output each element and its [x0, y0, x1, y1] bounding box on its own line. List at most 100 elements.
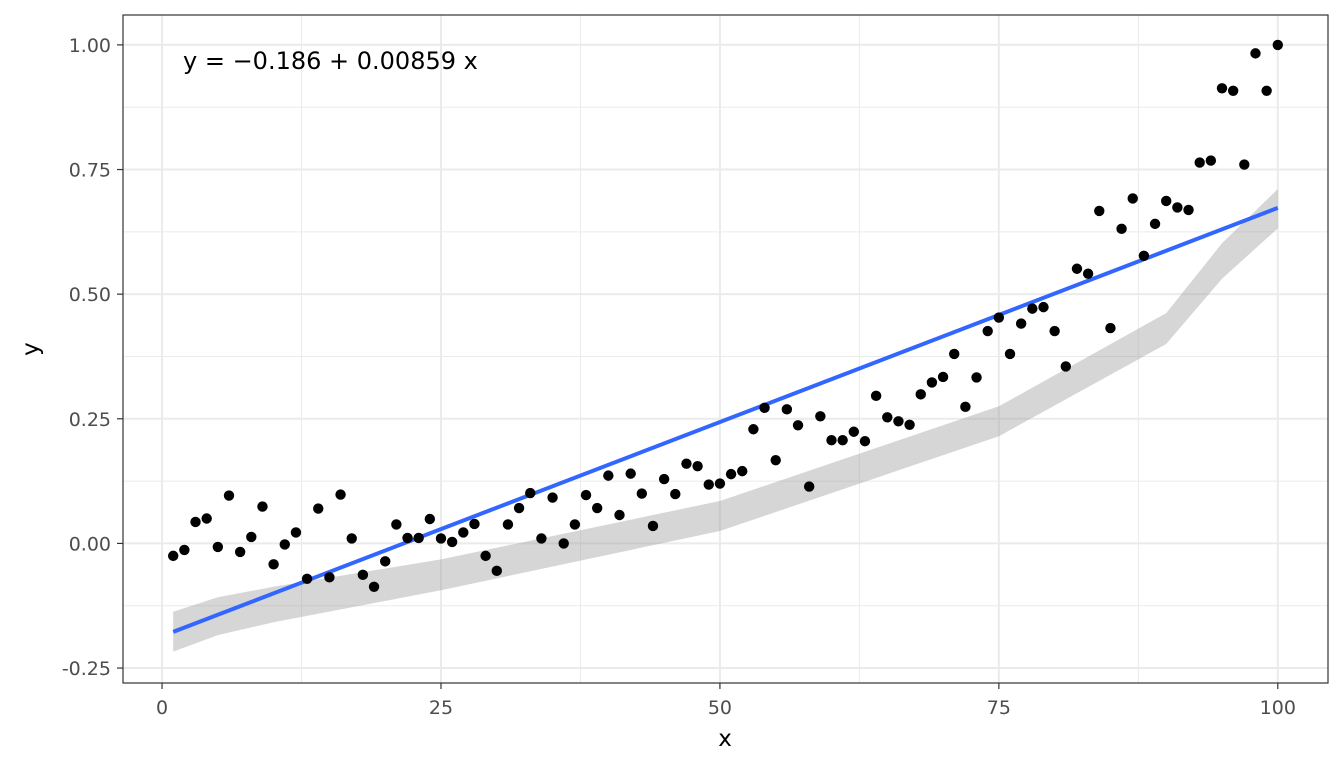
data-point: [368, 581, 380, 592]
y-tick-label: 0.50: [69, 284, 111, 306]
data-point: [402, 532, 413, 544]
x-tick-label: 25: [429, 697, 453, 719]
data-point: [1004, 348, 1016, 360]
data-point: [1261, 85, 1272, 96]
data-point: [525, 487, 536, 499]
data-point: [1205, 155, 1217, 166]
data-point: [692, 460, 703, 472]
data-point: [313, 503, 324, 514]
data-point: [982, 325, 993, 337]
data-point: [625, 468, 636, 479]
data-point: [190, 516, 201, 528]
x-tick-label: 75: [987, 697, 1011, 719]
data-point: [647, 520, 659, 532]
data-point: [870, 390, 882, 402]
data-point: [960, 401, 971, 413]
data-point: [1049, 325, 1060, 337]
data-point: [1060, 361, 1072, 372]
data-point: [1116, 223, 1127, 235]
data-point: [413, 532, 424, 544]
data-point: [681, 458, 692, 469]
data-point: [748, 424, 759, 435]
data-point: [580, 489, 592, 501]
data-point: [882, 412, 893, 423]
data-point: [1127, 193, 1138, 204]
data-point: [658, 473, 670, 485]
data-point: [781, 404, 793, 415]
y-axis-title: y: [18, 342, 44, 356]
data-point: [1250, 48, 1261, 59]
data-point: [636, 488, 648, 499]
data-point: [558, 538, 569, 549]
data-point: [714, 478, 726, 489]
data-point: [301, 573, 313, 585]
data-point: [335, 489, 346, 500]
data-point: [1015, 318, 1027, 329]
y-tick-label: -0.25: [62, 658, 111, 680]
data-point: [357, 569, 369, 581]
confidence-band: [173, 189, 1278, 652]
y-axis-ticks: -0.25 0.00 0.25 0.50 0.75 1.00: [62, 35, 123, 680]
data-point: [502, 519, 514, 530]
data-point: [1183, 204, 1194, 216]
data-point: [290, 527, 302, 538]
data-point: [603, 470, 614, 481]
data-point: [848, 426, 860, 437]
data-point: [1227, 85, 1239, 96]
plot-panel-background: [123, 15, 1328, 683]
data-point: [993, 312, 1005, 323]
data-point: [792, 420, 804, 431]
data-point: [1172, 202, 1183, 213]
data-point: [324, 572, 335, 583]
data-point: [246, 531, 257, 543]
data-point: [815, 411, 826, 422]
data-point: [168, 550, 179, 562]
data-point: [737, 465, 748, 477]
data-point: [1149, 218, 1161, 230]
data-point: [536, 533, 547, 544]
data-point: [971, 372, 982, 383]
data-point: [1239, 159, 1250, 170]
data-point: [257, 501, 268, 512]
data-point: [1216, 83, 1228, 94]
data-point: [268, 559, 279, 570]
data-point: [1272, 39, 1283, 51]
x-tick-label: 0: [156, 697, 168, 719]
data-point: [725, 468, 737, 480]
y-tick-label: 0.75: [69, 160, 111, 182]
data-point: [379, 556, 391, 567]
major-gridlines: [123, 15, 1328, 683]
data-point: [915, 389, 926, 400]
data-point: [826, 435, 837, 446]
data-point: [424, 513, 436, 525]
data-point: [703, 479, 714, 490]
data-point: [1038, 301, 1049, 313]
data-point: [391, 519, 402, 530]
data-point: [346, 533, 357, 544]
data-point: [770, 454, 781, 466]
data-point: [279, 539, 290, 550]
data-point: [1071, 263, 1083, 274]
data-point: [212, 541, 224, 553]
data-point: [547, 492, 558, 503]
data-point: [469, 518, 480, 530]
data-point: [1094, 205, 1105, 217]
x-tick-label: 100: [1260, 697, 1296, 719]
data-points: [168, 39, 1283, 592]
data-point: [1138, 250, 1150, 261]
data-point: [179, 544, 190, 556]
data-point: [1105, 322, 1116, 334]
data-point: [223, 490, 235, 501]
x-axis-ticks: 0 25 50 75 100: [156, 683, 1296, 719]
data-point: [569, 519, 581, 530]
data-point: [591, 502, 603, 514]
data-point: [670, 488, 681, 500]
data-point: [759, 402, 770, 414]
data-point: [893, 416, 904, 427]
data-point: [435, 533, 447, 544]
data-point: [949, 348, 960, 360]
y-tick-label: 0.25: [69, 409, 111, 431]
data-point: [1082, 268, 1094, 279]
data-point: [837, 435, 848, 446]
